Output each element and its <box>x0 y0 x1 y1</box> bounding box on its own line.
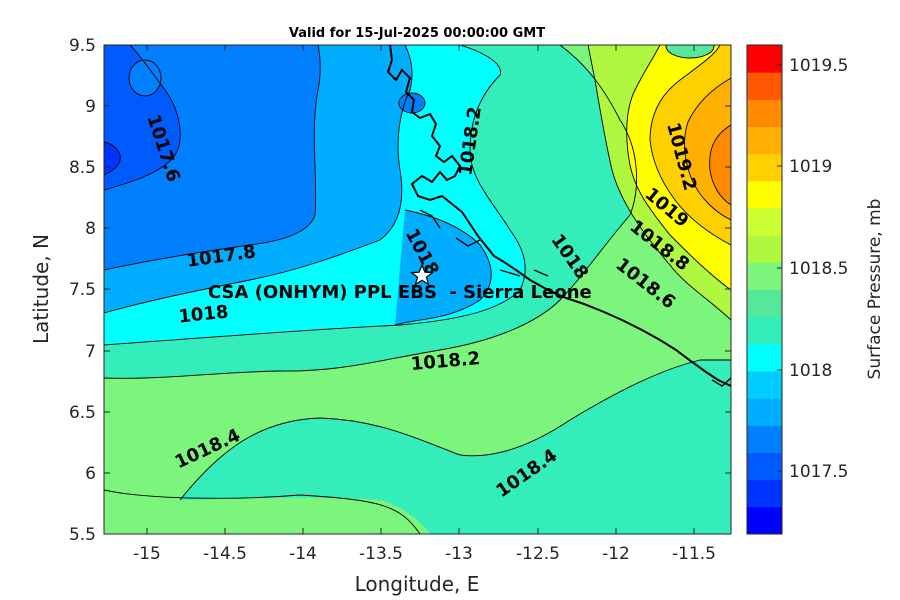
colorbar-band <box>747 262 782 290</box>
x-axis <box>146 45 695 534</box>
site-label: CSA (ONHYM) PPL EBS - Sierra Leone <box>208 282 592 303</box>
pressure-field <box>104 45 731 534</box>
colorbar-tick-label: 1018 <box>789 361 832 381</box>
pocket-1017-6 <box>129 60 161 96</box>
colorbar-band <box>747 425 782 453</box>
y-axis <box>104 44 731 535</box>
colorbar-band <box>747 45 782 73</box>
x-tick-label: -15 <box>133 544 161 564</box>
colorbar-band <box>747 235 782 263</box>
contour-label: 1018 <box>177 301 229 327</box>
x-tick-label: -13 <box>445 544 473 564</box>
colorbar-tick-labels: 1019.5 1019 1018.5 1018 1017.5 <box>789 56 848 482</box>
colorbar-band <box>747 180 782 209</box>
y-tick-label: 6 <box>85 464 96 484</box>
band-1017-4 <box>104 45 181 190</box>
coastline <box>386 45 731 387</box>
x-tick-label: -14 <box>289 544 317 564</box>
colorbar-band <box>747 99 782 127</box>
map-title: Valid for 15-Jul-2025 00:00:00 GMT <box>289 26 545 41</box>
colorbar-band <box>747 208 782 236</box>
colorbar-tick-label: 1017.5 <box>789 462 848 482</box>
x-tick-label: -12.5 <box>516 544 560 564</box>
colorbar-band <box>747 452 782 481</box>
colorbar-band <box>747 153 782 182</box>
colorbar <box>747 45 782 535</box>
x-tick-label: -11.5 <box>672 544 716 564</box>
y-axis-label: Latitude, N <box>29 234 53 344</box>
x-tick-label: -13.5 <box>359 544 403 564</box>
colorbar-frame <box>746 44 783 535</box>
colorbar-band <box>747 289 782 318</box>
colorbar-band <box>747 506 782 535</box>
site-star-marker <box>409 263 435 286</box>
pocket-north-east <box>666 45 714 58</box>
colorbar-tick-label: 1018.5 <box>789 259 848 279</box>
pocket-1017-6-north <box>399 93 425 113</box>
y-tick-label: 6.5 <box>69 403 96 423</box>
colorbar-band <box>747 126 782 155</box>
y-tick-label: 9 <box>85 97 96 117</box>
y-tick-label: 8.5 <box>69 158 96 178</box>
colorbar-band <box>747 343 782 372</box>
x-tick-label: -14.5 <box>203 544 247 564</box>
band-1018-4-south <box>104 420 430 534</box>
y-tick-label: 5.5 <box>69 525 96 545</box>
band-1018-2-south <box>180 360 731 534</box>
contour-lines <box>104 45 731 534</box>
colorbar-ticks <box>777 64 782 472</box>
colorbar-band <box>747 371 782 399</box>
y-tick-label: 7.5 <box>69 280 96 300</box>
colorbar-label: Surface Pressure, mb <box>865 199 885 380</box>
colorbar-tick-label: 1019 <box>789 157 832 177</box>
colorbar-band <box>747 316 782 345</box>
y-tick-label: 7 <box>85 342 96 362</box>
colorbar-band <box>747 72 782 100</box>
x-axis-label: Longitude, E <box>355 572 480 596</box>
y-tick-label: 9.5 <box>69 36 96 56</box>
x-tick-label: -12 <box>602 544 630 564</box>
y-tick-label: 8 <box>85 219 96 239</box>
colorbar-band <box>747 398 782 426</box>
band-1019-4 <box>709 125 731 205</box>
colorbar-band <box>747 479 782 508</box>
band-1017-8-east <box>395 210 492 325</box>
colorbar-tick-label: 1019.5 <box>789 56 848 76</box>
x-tick-labels: -15 -14.5 -14 -13.5 -13 -12.5 -12 -11.5 <box>133 544 716 564</box>
coastline-inlets <box>419 209 731 387</box>
y-tick-labels: 9.5 9 8.5 8 7.5 7 6.5 6 5.5 <box>69 36 96 545</box>
